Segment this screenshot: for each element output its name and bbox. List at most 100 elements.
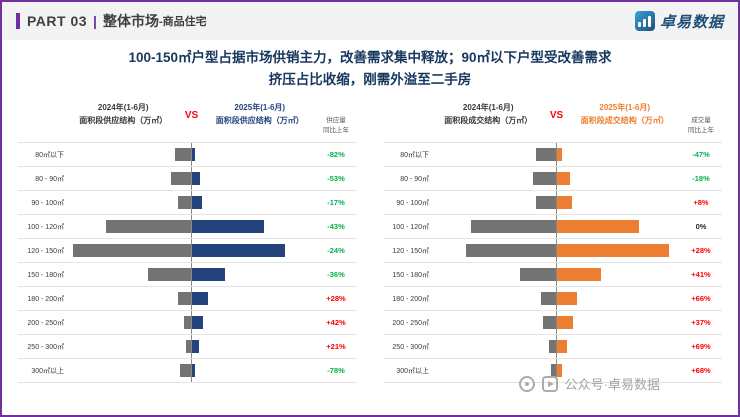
category-label: 150 - 180㎡ [392, 271, 429, 279]
supply-chart-rows: 80㎡以下 -82% 80 - 90㎡ -53% 90 - 100㎡ -17% 100 - … [18, 142, 357, 384]
category-label: 250 - 300㎡ [27, 343, 64, 351]
bar-2025 [192, 268, 225, 282]
transaction-chart-rows: 80㎡以下 -47% 80 - 90㎡ -18% 90 - 100㎡ +8% 100 - 1… [383, 142, 722, 384]
chart-row: 300㎡以上 -78% [18, 359, 357, 384]
chart-row: 80 - 90㎡ -18% [383, 167, 722, 192]
chart-row: 100 - 120㎡ 0% [383, 215, 722, 240]
bar-2025 [557, 196, 572, 210]
title-line-1: 100-150㎡户型占据市场供销主力，改善需求集中释放；90㎡以下户型受改善需求 [128, 50, 612, 65]
bar-2025 [557, 172, 571, 186]
category-label: 200 - 250㎡ [27, 319, 64, 327]
bar-2025 [557, 220, 639, 234]
slide-title: 100-150㎡户型占据市场供销主力，改善需求集中释放；90㎡以下户型受改善需求… [2, 47, 738, 90]
category-label: 180 - 200㎡ [392, 295, 429, 303]
category-label: 90 - 100㎡ [396, 199, 429, 207]
category-label: 100 - 120㎡ [392, 223, 429, 231]
supply-chart-panel: 2024年(1-6月) 面积段供应结构（万㎡） VS 2025年(1-6月) 面… [18, 96, 357, 384]
brand-logo: 卓易数据 [634, 11, 724, 32]
yoy-value: -47% [692, 150, 710, 160]
bar-2025 [557, 268, 602, 282]
bar-2025 [557, 364, 562, 378]
chart-row: 90 - 100㎡ +8% [383, 191, 722, 216]
bar-2024 [171, 172, 191, 186]
accent-bar [16, 13, 20, 29]
category-label: 150 - 180㎡ [27, 271, 64, 279]
watermark: 公众号·卓易数据 [518, 374, 660, 393]
yoy-value: -43% [327, 222, 345, 232]
chart-row: 80 - 90㎡ -53% [18, 167, 357, 192]
bar-2024 [533, 172, 556, 186]
yoy-value: +68% [691, 366, 711, 376]
chart-row: 180 - 200㎡ +66% [383, 287, 722, 312]
bar-2025 [557, 316, 574, 330]
chart-row: 80㎡以下 -82% [18, 143, 357, 168]
bar-2025 [192, 220, 265, 234]
supply-chart-header: 2024年(1-6月) 面积段供应结构（万㎡） VS 2025年(1-6月) 面… [18, 96, 357, 140]
chart-row: 100 - 120㎡ -43% [18, 215, 357, 240]
yoy-value: +8% [693, 198, 709, 208]
category-label: 180 - 200㎡ [27, 295, 64, 303]
vs-label: VS [549, 110, 564, 122]
official-account-icon [518, 375, 535, 392]
bar-2024 [542, 316, 556, 330]
category-label: 250 - 300㎡ [392, 343, 429, 351]
vs-label: VS [184, 110, 199, 122]
watermark-text: 公众号·卓易数据 [564, 377, 660, 392]
bar-2025 [192, 340, 199, 354]
chart-row: 200 - 250㎡ +42% [18, 311, 357, 336]
logo-text: 卓易数据 [659, 13, 724, 31]
category-label: 80㎡以下 [400, 151, 429, 159]
yoy-value: +42% [326, 318, 346, 328]
bar-2025 [557, 340, 567, 354]
title-line-2: 挤压占比收缩，刚需外溢至二手房 [268, 71, 472, 87]
bar-2025 [192, 148, 196, 162]
yoy-value: +28% [691, 246, 711, 256]
yoy-value: +21% [326, 342, 346, 352]
category-label: 200 - 250㎡ [392, 319, 429, 327]
bar-2024 [536, 196, 556, 210]
yoy-value: +41% [691, 270, 711, 280]
bar-2025 [192, 172, 201, 186]
chart-row: 150 - 180㎡ +41% [383, 263, 722, 288]
category-label: 100 - 120㎡ [27, 223, 64, 231]
bar-2024 [184, 316, 191, 330]
yoy-value: -36% [327, 270, 345, 280]
bar-2024 [174, 148, 191, 162]
section-subtitle: -商品住宅 [158, 16, 207, 28]
bar-2024 [465, 244, 556, 258]
yoy-value: 0% [695, 222, 707, 232]
chart-row: 120 - 150㎡ +28% [383, 239, 722, 264]
chart-row: 80㎡以下 -47% [383, 143, 722, 168]
chart-row: 200 - 250㎡ +37% [383, 311, 722, 336]
category-label: 80㎡以下 [35, 151, 64, 159]
bar-2025 [557, 148, 562, 162]
transaction-chart-header: 2024年(1-6月) 面积段成交结构（万㎡） VS 2025年(1-6月) 面… [383, 96, 722, 140]
category-label: 120 - 150㎡ [392, 247, 429, 255]
category-label: 80 - 90㎡ [400, 175, 429, 183]
transaction-chart-panel: 2024年(1-6月) 面积段成交结构（万㎡） VS 2025年(1-6月) 面… [383, 96, 722, 384]
category-label: 80 - 90㎡ [35, 175, 64, 183]
chart-row: 90 - 100㎡ -17% [18, 191, 357, 216]
yoy-value: -53% [327, 174, 345, 184]
category-label: 90 - 100㎡ [31, 199, 64, 207]
charts-area: 2024年(1-6月) 面积段供应结构（万㎡） VS 2025年(1-6月) 面… [2, 96, 738, 384]
part-label: PART 03 [27, 13, 88, 29]
bar-2024 [536, 148, 556, 162]
chart-row: 250 - 300㎡ +69% [383, 335, 722, 360]
bar-2024 [177, 292, 191, 306]
bar-2025 [192, 316, 204, 330]
bar-2024 [105, 220, 191, 234]
bar-2024 [541, 292, 556, 306]
category-label: 300㎡以上 [31, 367, 64, 375]
yoy-value: -18% [692, 174, 710, 184]
bar-2025 [192, 292, 209, 306]
bar-2025 [192, 196, 202, 210]
yoy-value: +69% [691, 342, 711, 352]
yoy-value: +28% [326, 294, 346, 304]
supply-2025-header: 2025年(1-6月) 面积段供应结构（万㎡） [215, 103, 304, 125]
supply-yoy-header: 供应量 同比上年 [323, 117, 349, 134]
bar-2024 [470, 220, 556, 234]
bar-2024 [551, 364, 556, 378]
bar-2025 [192, 244, 286, 258]
